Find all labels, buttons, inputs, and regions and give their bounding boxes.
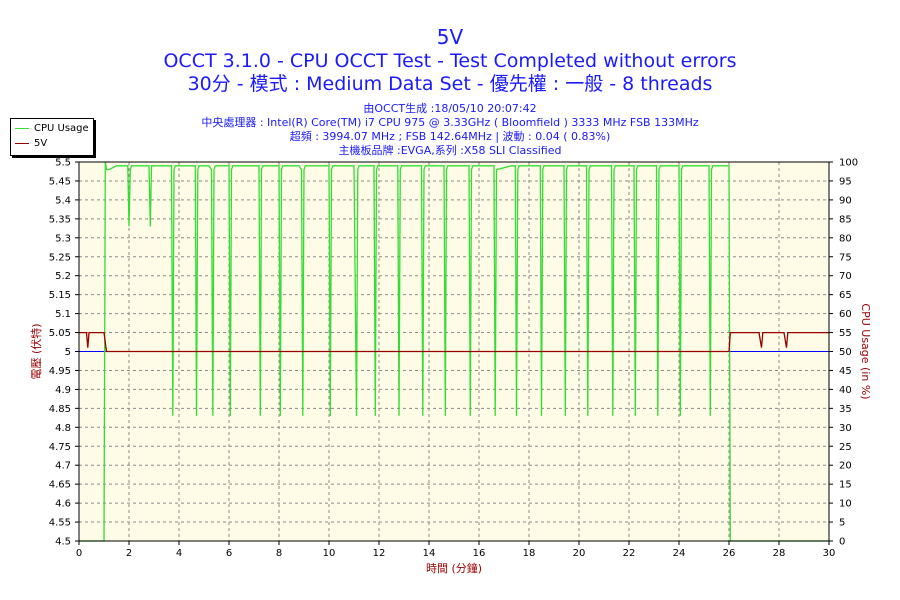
x-tick-label: 14	[423, 548, 436, 559]
y-axis-left-title: 電壓 (伏特)	[29, 323, 43, 379]
x-tick-label: 0	[76, 548, 82, 559]
y-right-tick-label: 85	[839, 214, 852, 225]
series-5v-line	[79, 331, 829, 353]
y-axis-right: 0 5 10 15 20 25 30 35 40 45 50 55 60 65 70 75 80 85 90 95 10…	[829, 158, 858, 548]
y-right-tick-label: 80	[839, 233, 852, 244]
y-left-tick-label: 5.3	[55, 233, 71, 244]
legend-label-cpu-usage: CPU Usage	[34, 123, 89, 134]
x-tick-label: 18	[523, 548, 536, 559]
y-left-tick-label: 4.6	[55, 499, 71, 510]
y-left-tick-label: 4.55	[49, 518, 71, 529]
chart-title: 5V	[436, 25, 464, 49]
y-right-tick-label: 65	[839, 290, 852, 301]
x-tick-label: 16	[473, 548, 486, 559]
y-right-tick-label: 100	[839, 158, 858, 169]
y-left-tick-label: 4.85	[49, 404, 71, 415]
legend-swatch-cpu-usage	[15, 127, 29, 129]
x-tick-label: 2	[126, 548, 132, 559]
y-left-tick-label: 4.65	[49, 480, 71, 491]
series-cpu-usage-group	[79, 161, 829, 542]
y-left-tick-label: 4.5	[55, 537, 71, 548]
y-left-tick-label: 4.95	[49, 366, 71, 377]
y-left-tick-label: 5.5	[55, 158, 71, 169]
y-left-tick-label: 5	[65, 347, 71, 358]
y-right-tick-label: 20	[839, 461, 852, 472]
y-right-tick-label: 30	[839, 423, 852, 434]
x-tick-label: 24	[673, 548, 686, 559]
series-5v-group	[79, 331, 829, 353]
series-cpu-usage-line	[79, 161, 829, 542]
x-tick-label: 6	[226, 548, 232, 559]
y-right-tick-label: 70	[839, 271, 852, 282]
y-right-tick-label: 60	[839, 309, 852, 320]
info-generated: 由OCCT生成 :18/05/10 20:07:42	[363, 102, 537, 115]
legend-item-cpu-usage: CPU Usage	[15, 122, 89, 136]
y-right-tick-label: 5	[839, 518, 845, 529]
x-tick-label: 10	[323, 548, 336, 559]
x-tick-label: 26	[723, 548, 736, 559]
y-left-tick-label: 5.45	[49, 176, 71, 187]
x-tick-label: 30	[823, 548, 836, 559]
y-right-tick-label: 10	[839, 499, 852, 510]
y-right-tick-label: 55	[839, 328, 852, 339]
chart-legend: CPU Usage 5V	[10, 118, 94, 156]
info-overclock: 超頻 : 3994.07 MHz ; FSB 142.64MHz | 波動 : …	[289, 130, 611, 143]
grid-lines	[79, 162, 829, 541]
legend-item-5v: 5V	[15, 137, 47, 151]
y-left-tick-label: 5.35	[49, 214, 71, 225]
y-right-tick-label: 90	[839, 195, 852, 206]
y-right-tick-label: 95	[839, 176, 852, 187]
y-left-tick-label: 5.2	[55, 271, 71, 282]
legend-swatch-5v	[15, 142, 29, 144]
x-tick-label: 12	[373, 548, 386, 559]
y-left-tick-label: 4.9	[55, 385, 71, 396]
legend-label-5v: 5V	[34, 138, 48, 149]
y-axis-right-title: CPU Usage (in %)	[859, 303, 872, 399]
y-right-tick-label: 75	[839, 252, 852, 263]
x-tick-label: 20	[573, 548, 586, 559]
info-cpu: 中央處理器 : Intel(R) Core(TM) i7 CPU 975 @ 3…	[201, 116, 699, 129]
x-tick-label: 4	[176, 548, 182, 559]
x-tick-label: 28	[773, 548, 786, 559]
y-right-tick-label: 50	[839, 347, 852, 358]
y-left-tick-label: 4.75	[49, 442, 71, 453]
y-right-tick-label: 0	[839, 537, 845, 548]
chart-subtitle-test-status: OCCT 3.1.0 - CPU OCCT Test - Test Comple…	[163, 50, 737, 72]
y-left-tick-label: 5.4	[55, 195, 71, 206]
y-left-tick-label: 5.05	[49, 328, 71, 339]
x-axis: 0 2 4 6 8 10 12 14 16 18 20 22 24 26 28 30	[76, 541, 836, 559]
y-left-tick-label: 4.8	[55, 423, 71, 434]
x-axis-title: 時間 (分鐘)	[426, 561, 482, 575]
y-right-tick-label: 15	[839, 480, 852, 491]
y-left-tick-label: 4.7	[55, 461, 71, 472]
y-axis-left: 4.5 4.55 4.6 4.65 4.7 4.75 4.8 4.85 4.9 4.95 5 5.05…	[49, 158, 79, 548]
chart-subtitle-test-mode: 30分 - 模式 : Medium Data Set - 優先權 : 一般 - …	[187, 73, 713, 95]
x-tick-label: 8	[276, 548, 282, 559]
y-right-tick-label: 40	[839, 385, 852, 396]
info-motherboard: 主機板品牌 :EVGA,系列 :X58 SLI Classified	[338, 144, 562, 157]
y-right-tick-label: 45	[839, 366, 852, 377]
x-tick-label: 22	[623, 548, 636, 559]
y-left-tick-label: 5.1	[55, 309, 71, 320]
y-left-tick-label: 5.25	[49, 252, 71, 263]
y-right-tick-label: 35	[839, 404, 852, 415]
y-left-tick-label: 5.15	[49, 290, 71, 301]
y-right-tick-label: 25	[839, 442, 852, 453]
